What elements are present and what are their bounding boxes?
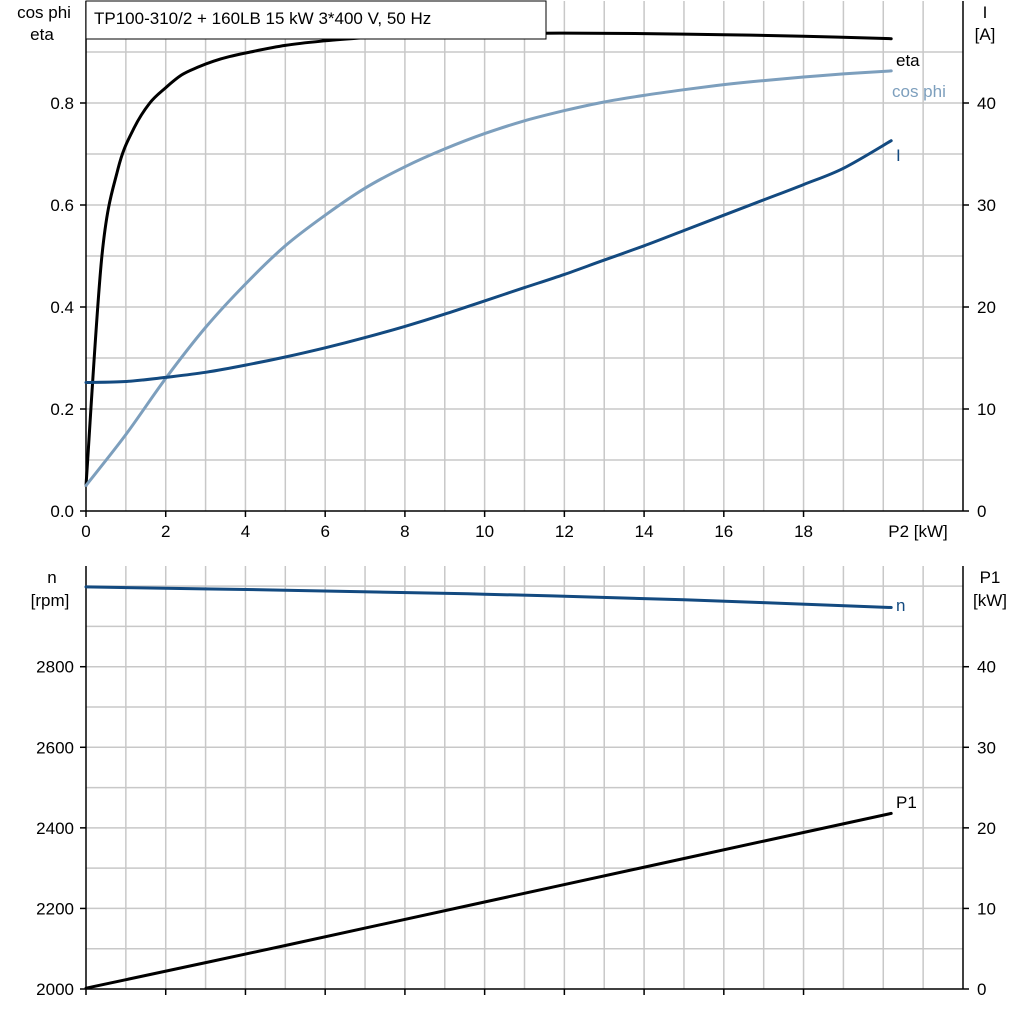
series-line-eta <box>86 33 891 485</box>
series-label-p1: P1 <box>896 793 917 812</box>
x-tick-label: 2 <box>161 522 170 541</box>
x-tick-label: 8 <box>400 522 409 541</box>
left-tick-label: 0.4 <box>50 298 74 317</box>
x-tick-label: 4 <box>241 522 250 541</box>
right-tick-label: 10 <box>977 400 996 419</box>
chart-title-box: TP100-310/2 + 160LB 15 kW 3*400 V, 50 Hz <box>86 1 546 39</box>
series-line-cos-phi <box>86 71 891 486</box>
series-label-cos-phi: cos phi <box>892 82 946 101</box>
x-tick-label: 18 <box>794 522 813 541</box>
left-tick-label: 0.8 <box>50 94 74 113</box>
left-tick-label: 0.0 <box>50 502 74 521</box>
right-axis-label: [A] <box>975 25 996 44</box>
left-tick-label: 2200 <box>36 899 74 918</box>
left-tick-label: 2600 <box>36 738 74 757</box>
chart-title: TP100-310/2 + 160LB 15 kW 3*400 V, 50 Hz <box>94 9 431 28</box>
x-tick-label: 10 <box>475 522 494 541</box>
x-tick-label: 0 <box>81 522 90 541</box>
right-tick-label: 20 <box>977 819 996 838</box>
x-tick-label: 12 <box>555 522 574 541</box>
left-axis-label: eta <box>30 25 54 44</box>
right-tick-label: 10 <box>977 899 996 918</box>
x-tick-label: 14 <box>635 522 654 541</box>
speed-power-panel: 2000 2200 2400 2600 2800 0 10 20 30 40 n [rpm] P1 [kW… <box>31 566 1007 999</box>
left-axis-label: [rpm] <box>31 591 70 610</box>
series-label-n: n <box>896 596 905 615</box>
series-label-eta: eta <box>896 51 920 70</box>
series-line-p1 <box>86 813 891 988</box>
left-tick-label: 2000 <box>36 980 74 999</box>
x-axis-label: P2 [kW] <box>888 522 948 541</box>
left-axis-label: n <box>47 568 56 587</box>
x-tick-label: 6 <box>320 522 329 541</box>
right-axis-label: P1 <box>980 568 1001 587</box>
right-tick-label: 20 <box>977 298 996 317</box>
right-tick-label: 40 <box>977 94 996 113</box>
series-line-n <box>86 587 891 608</box>
left-tick-label: 0.6 <box>50 196 74 215</box>
left-tick-label: 2800 <box>36 658 74 677</box>
x-tick-label: 16 <box>714 522 733 541</box>
left-tick-label: 0.2 <box>50 400 74 419</box>
left-axis-label: cos phi <box>17 3 71 22</box>
right-axis-label: I <box>983 3 988 22</box>
right-axis-label: [kW] <box>973 591 1007 610</box>
series-label-i: I <box>896 146 901 165</box>
left-tick-label: 2400 <box>36 819 74 838</box>
series-line-i <box>86 141 891 383</box>
right-tick-label: 30 <box>977 738 996 757</box>
right-tick-label: 40 <box>977 658 996 677</box>
right-tick-label: 0 <box>977 980 986 999</box>
right-tick-label: 0 <box>977 502 986 521</box>
efficiency-panel: 0.0 0.2 0.4 0.6 0.8 0 10 20 30 40 0 2 4 6 8 10 12 14 16 18 P… <box>17 1 996 541</box>
right-tick-label: 30 <box>977 196 996 215</box>
